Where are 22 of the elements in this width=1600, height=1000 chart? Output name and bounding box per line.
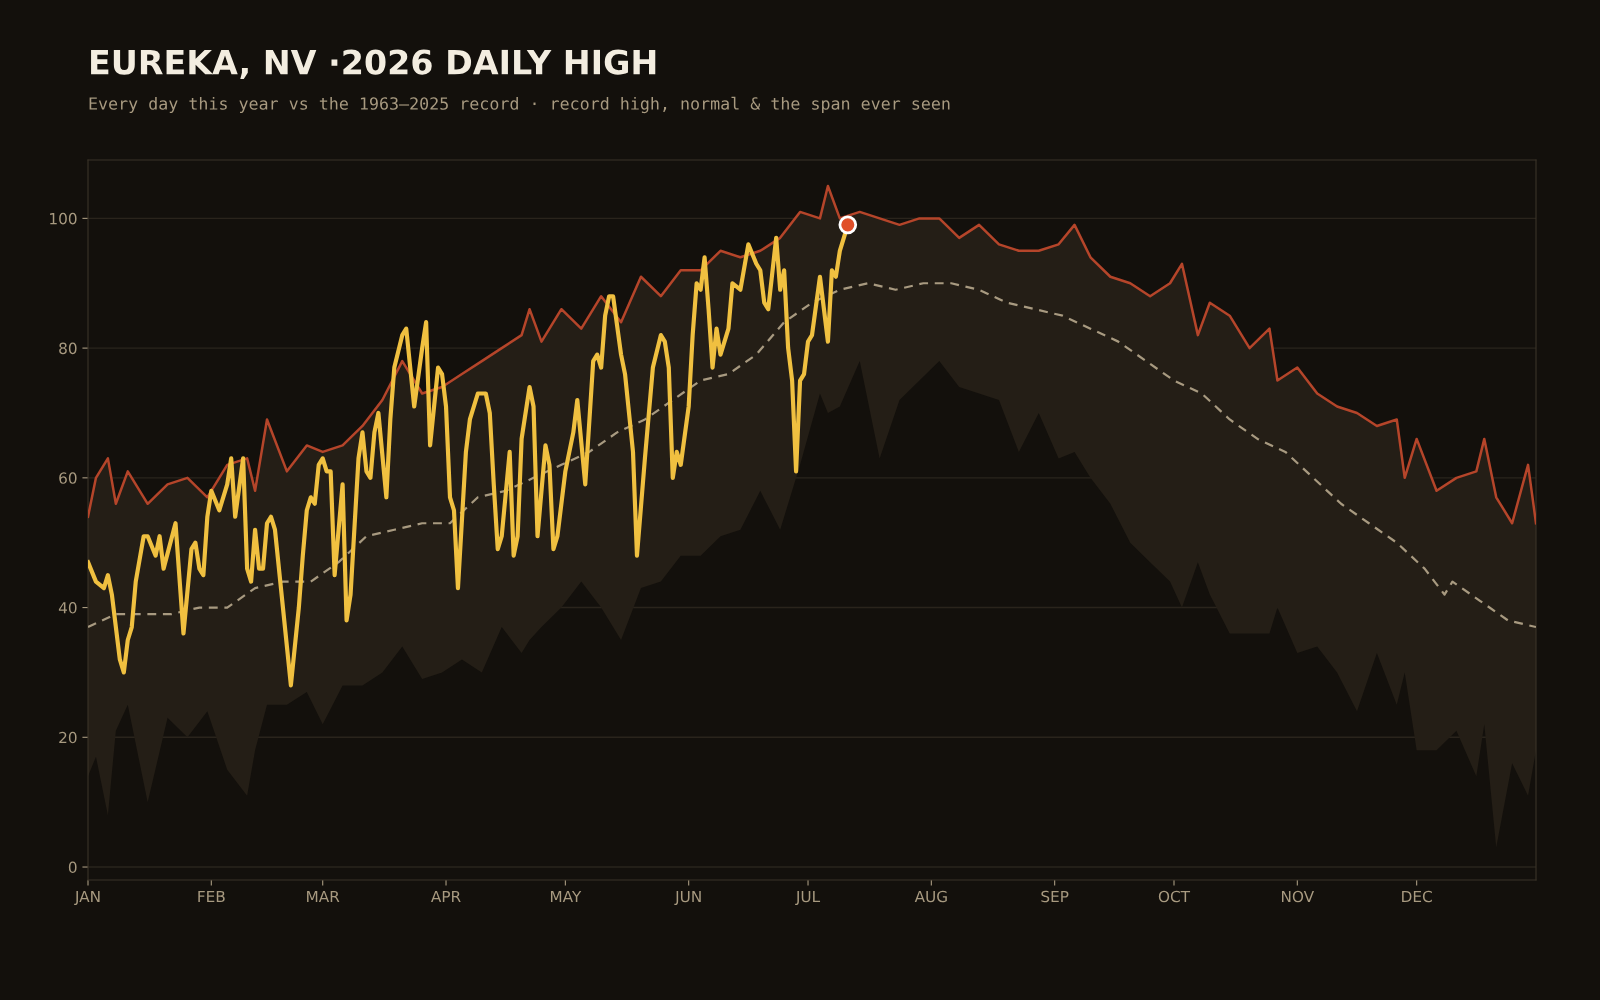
x-tick-label: NOV [1282, 890, 1315, 903]
y-tick-label: 60 [59, 472, 77, 484]
x-tick-label: JAN [74, 890, 100, 906]
chart-subtitle: Every day this year vs the 1963–2025 record · record high, normal & the span ever seen [89, 96, 950, 114]
x-tick-label: AUG [914, 890, 947, 903]
x-tick-label: OCT [1158, 890, 1191, 903]
x-tick-label: DEC [1402, 890, 1432, 903]
x-tick-label: MAY [550, 890, 582, 903]
line-series [88, 184, 1536, 525]
x-tick-label: JUL [795, 890, 821, 906]
x-tick-label: SEP [1041, 890, 1069, 903]
x-tick-label: APR [431, 890, 461, 903]
x-tick-label: FEB [198, 890, 225, 903]
y-tick-label: 0 [68, 861, 77, 874]
y-tick-label: 80 [59, 342, 77, 355]
chart-title: EUREKA, NV ·2026 DAILY HIGH [91, 49, 656, 79]
y-tick-label: 40 [58, 602, 77, 614]
y-tick-label: 100 [50, 212, 77, 225]
y-tick-label: 20 [59, 731, 77, 744]
line-series [88, 282, 1536, 629]
x-tick-label: JUN [674, 890, 701, 906]
x-tick-label: MAR [307, 890, 340, 903]
